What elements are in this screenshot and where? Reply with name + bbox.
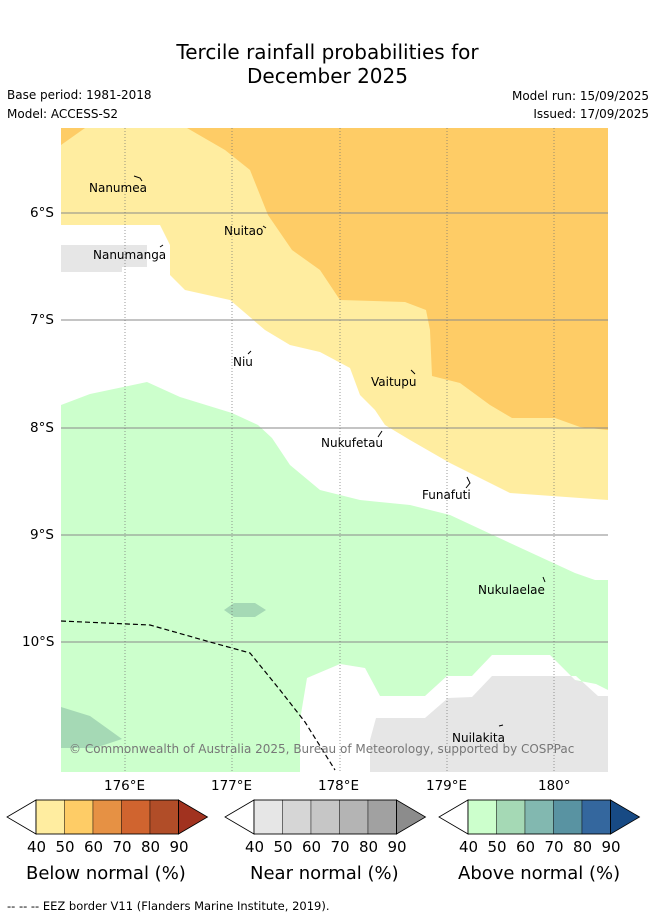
colorbar-near-tick-label: 50	[273, 838, 293, 856]
lon-tick-179e: 179°E	[426, 778, 468, 794]
above-normal-60-patch-center	[224, 603, 266, 617]
colorbar-above-normal	[438, 799, 641, 835]
colorbar-below-title: Below normal (%)	[26, 863, 186, 884]
island-nanumea-shape	[133, 175, 143, 182]
colorbar-above-tick-label: 60	[516, 838, 536, 856]
lon-tick-178e: 178°E	[318, 778, 360, 794]
white-band-south	[300, 655, 608, 772]
colorbar-above-tick-label: 70	[544, 838, 564, 856]
island-funafuti-shape	[465, 476, 471, 489]
island-label-funafuti: Funafuti	[422, 488, 471, 502]
island-nuilakita-shape	[498, 724, 504, 727]
island-label-nukufetau: Nukufetau	[321, 436, 384, 450]
colorbar-below-lower-extend	[6, 799, 37, 835]
above-normal-50-region	[61, 382, 608, 772]
lat-tick-9s: 9°S	[30, 527, 54, 543]
lat-tick-10s: 10°S	[22, 634, 55, 650]
island-nanumanga-shape	[159, 244, 164, 248]
colorbar-below-segment	[35, 799, 65, 835]
colorbar-below-outline	[35, 799, 179, 835]
lon-tick-180: 180°	[538, 778, 571, 794]
model-run: Model run: 15/09/2025	[511, 89, 649, 103]
lon-tick-176e: 176°E	[104, 778, 146, 794]
island-label-vaitupu: Vaitupu	[371, 375, 417, 389]
colorbar-above-segment	[581, 799, 611, 835]
colorbar-above-segment	[524, 799, 554, 835]
colorbar-near-title: Near normal (%)	[250, 863, 399, 884]
island-outlines	[133, 175, 546, 727]
colorbar-below-segment	[121, 799, 151, 835]
colorbar-above-title: Above normal (%)	[458, 863, 621, 884]
island-label-niu: Niu	[233, 355, 253, 369]
below-normal-60-region-main	[187, 128, 608, 430]
base-period: Base period: 1981-2018	[7, 88, 152, 102]
colorbar-near-segment	[339, 799, 369, 835]
colorbar-near-normal	[224, 799, 427, 835]
colorbar-near-tick-label: 90	[387, 838, 407, 856]
title-line-2: December 2025	[247, 64, 408, 88]
colorbar-below-normal	[6, 799, 209, 835]
model-name: Model: ACCESS-S2	[7, 107, 119, 121]
colorbar-below-segment	[64, 799, 94, 835]
graticule	[61, 128, 608, 772]
colorbar-near-tick-label: 70	[330, 838, 350, 856]
island-label-nuitao: Nuitao	[224, 224, 264, 238]
near-normal-region-west	[61, 245, 147, 272]
colorbar-below-segment	[92, 799, 122, 835]
colorbar-near-tick-label: 60	[302, 838, 322, 856]
colorbars	[6, 799, 641, 835]
island-nukufetau-shape	[377, 430, 383, 438]
eez-footnote: -- -- -- EEZ border V11 (Flanders Marine…	[7, 899, 330, 913]
colorbar-above-segment	[496, 799, 526, 835]
map-title: Tercile rainfall probabilities for Decem…	[0, 40, 655, 88]
colorbar-near-segment	[282, 799, 312, 835]
island-vaitupu-shape	[410, 369, 416, 375]
island-nuitao-shape	[262, 225, 267, 229]
colorbar-below-segment	[149, 799, 179, 835]
colorbar-above-tick-label: 90	[601, 838, 621, 856]
colorbar-above-segment	[553, 799, 583, 835]
near-normal-region-southeast	[370, 676, 608, 772]
colorbar-near-segment	[367, 799, 397, 835]
island-label-nanumanga: Nanumanga	[93, 248, 167, 262]
island-label-nukulaelae: Nukulaelae	[478, 583, 545, 597]
above-normal-60-patch-west	[61, 707, 122, 748]
lat-tick-6s: 6°S	[30, 205, 54, 221]
colorbar-near-tick-label: 40	[245, 838, 265, 856]
colorbar-below-tick-label: 70	[112, 838, 132, 856]
island-niu-shape	[247, 350, 252, 355]
colorbar-near-tick-label: 80	[359, 838, 379, 856]
title-line-1: Tercile rainfall probabilities for	[176, 40, 479, 64]
copyright-notice: © Commonwealth of Australia 2025, Bureau…	[69, 742, 575, 756]
colorbar-above-tick-label: 40	[459, 838, 479, 856]
island-label-nanumea: Nanumea	[89, 181, 147, 195]
colorbar-near-outline	[253, 799, 397, 835]
colorbar-above-lower-extend	[438, 799, 469, 835]
colorbar-above-tick-label: 80	[573, 838, 593, 856]
lat-tick-8s: 8°S	[30, 420, 54, 436]
colorbar-near-upper-extend	[396, 799, 427, 835]
colorbar-near-segment	[310, 799, 340, 835]
colorbar-near-lower-extend	[224, 799, 255, 835]
colorbar-above-segment	[467, 799, 497, 835]
colorbar-below-tick-label: 80	[141, 838, 161, 856]
probability-map	[61, 128, 608, 772]
colorbar-near-segment	[253, 799, 283, 835]
below-normal-60-region	[61, 128, 85, 145]
lat-tick-7s: 7°S	[30, 312, 54, 328]
island-label-nuilakita: Nuilakita	[452, 731, 505, 745]
island-nukulaelae-shape	[542, 576, 546, 583]
lon-tick-177e: 177°E	[211, 778, 253, 794]
colorbar-above-outline	[467, 799, 611, 835]
colorbar-below-tick-label: 40	[27, 838, 47, 856]
colorbar-above-tick-label: 50	[487, 838, 507, 856]
colorbar-below-upper-extend	[178, 799, 209, 835]
issued-date: Issued: 17/09/2025	[533, 107, 649, 121]
eez-border	[61, 620, 336, 771]
colorbar-below-tick-label: 90	[169, 838, 189, 856]
colorbar-above-upper-extend	[610, 799, 641, 835]
colorbar-below-tick-label: 60	[84, 838, 104, 856]
colorbar-below-tick-label: 50	[55, 838, 75, 856]
